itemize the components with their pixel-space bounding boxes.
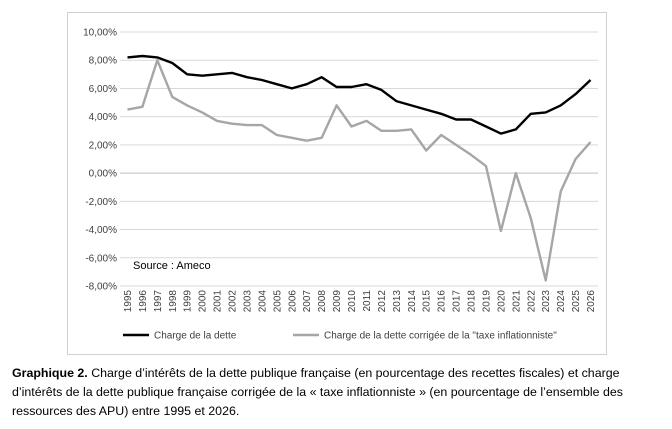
y-tick-label: -8,00% — [85, 282, 117, 293]
x-tick-label: 2017 — [452, 290, 463, 313]
x-tick-label: 2010 — [347, 290, 358, 313]
y-tick-label: 10,00% — [83, 28, 117, 39]
x-tick-label: 2013 — [392, 290, 403, 313]
caption-text: Charge d’intérêts de la dette publique f… — [12, 366, 623, 418]
x-tick-label: 2012 — [377, 290, 388, 313]
x-axis-ticks: 1995 1996 1997 1998 1999 2000 2001 2002 2003 2004… — [123, 290, 597, 313]
series-line-2 — [127, 59, 592, 282]
y-tick-label: -4,00% — [85, 225, 117, 236]
grid-lines — [120, 31, 598, 287]
y-tick-label: 8,00% — [89, 56, 117, 67]
line-chart: 10,00% 8,00% 6,00% 4,00% 2,00% 0,00% -2,00% -4,… — [83, 28, 598, 342]
x-tick-label: 2022 — [526, 290, 537, 313]
x-tick-label: 2000 — [198, 290, 209, 313]
x-tick-label: 2009 — [332, 290, 343, 313]
legend-label-1: Charge de la dette — [154, 331, 237, 342]
x-tick-label: 2005 — [272, 290, 283, 313]
x-tick-label: 1997 — [153, 290, 164, 313]
series-lines — [127, 54, 592, 282]
x-tick-label: 2018 — [467, 290, 478, 313]
y-tick-label: -6,00% — [85, 253, 117, 264]
y-tick-label: -2,00% — [85, 197, 117, 208]
x-tick-label: 2024 — [556, 290, 567, 313]
x-tick-label: 2026 — [586, 290, 597, 313]
source-annotation: Source : Ameco — [133, 260, 211, 272]
x-tick-label: 1996 — [138, 290, 149, 313]
chart-frame: 10,00% 8,00% 6,00% 4,00% 2,00% 0,00% -2,00% -4,… — [67, 12, 607, 355]
x-tick-label: 2011 — [362, 290, 373, 312]
caption-label: Graphique 2. — [12, 366, 88, 380]
x-tick-label: 2025 — [571, 290, 582, 313]
x-tick-label: 2006 — [287, 290, 298, 313]
x-tick-label: 2019 — [481, 290, 492, 313]
x-tick-label: 2004 — [257, 290, 268, 313]
x-tick-label: 2008 — [317, 290, 328, 313]
x-tick-label: 2016 — [437, 290, 448, 313]
x-tick-label: 2015 — [422, 290, 433, 313]
x-tick-label: 2021 — [511, 290, 522, 313]
x-tick-label: 2003 — [242, 290, 253, 313]
series-line-1 — [127, 54, 592, 135]
y-axis-ticks: 10,00% 8,00% 6,00% 4,00% 2,00% 0,00% -2,00% -4,… — [83, 28, 117, 293]
x-tick-label: 1995 — [123, 290, 134, 313]
y-tick-label: 6,00% — [89, 84, 117, 95]
y-tick-label: 2,00% — [89, 140, 117, 151]
y-tick-label: 0,00% — [89, 169, 117, 180]
x-tick-label: 2007 — [302, 290, 313, 313]
x-tick-label: 1998 — [168, 290, 179, 313]
x-tick-label: 2002 — [228, 290, 239, 313]
figure-caption: Graphique 2. Charge d’intérêts de la det… — [12, 364, 668, 421]
legend-label-2: Charge de la dette corrigée de la "taxe … — [324, 331, 557, 342]
x-tick-label: 2014 — [407, 290, 418, 313]
x-tick-label: 2020 — [496, 290, 507, 313]
x-tick-label: 2001 — [213, 290, 224, 313]
y-tick-label: 4,00% — [89, 112, 117, 123]
x-tick-label: 2023 — [541, 290, 552, 313]
x-tick-label: 1999 — [183, 290, 194, 313]
legend: Charge de la dette Charge de la dette cor… — [123, 331, 557, 342]
